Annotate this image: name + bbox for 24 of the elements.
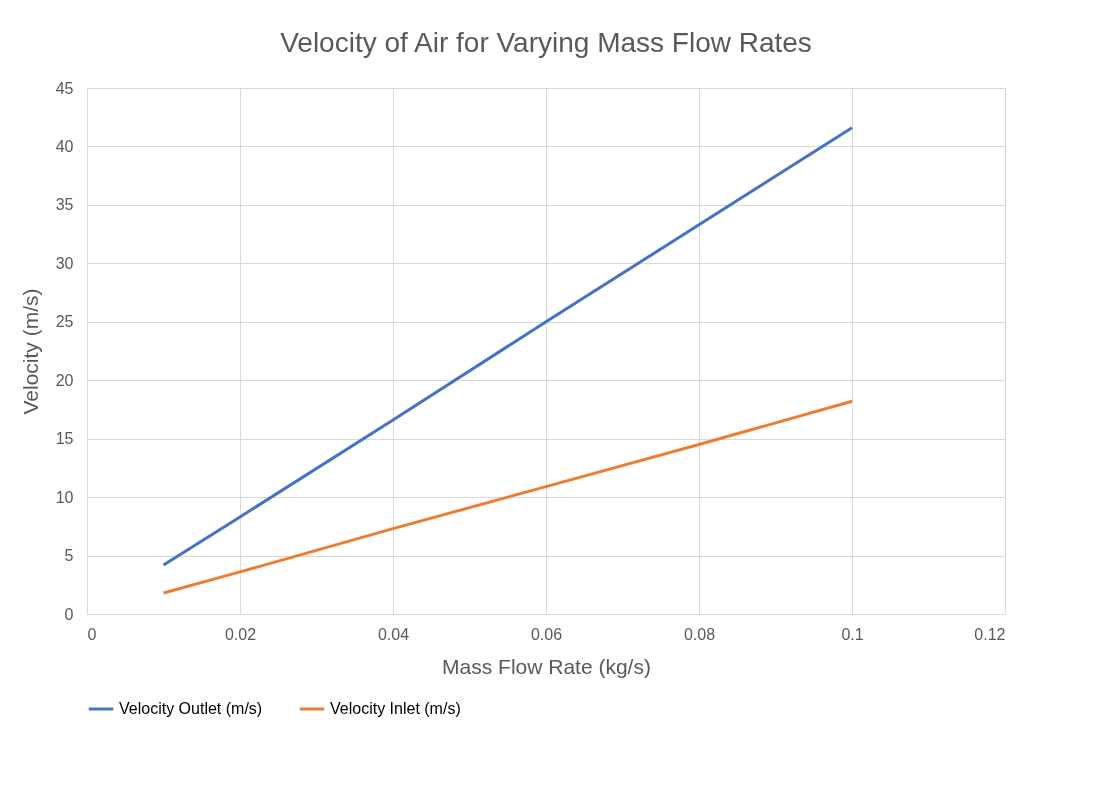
x-axis-title: Mass Flow Rate (kg/s) [442, 654, 651, 678]
x-tick-label: 0.02 [224, 625, 257, 643]
x-tick-label: 0.06 [530, 625, 563, 643]
y-tick-label: 40 [55, 137, 74, 155]
y-tick-label: 15 [55, 430, 74, 448]
y-tick-label: 10 [55, 488, 74, 506]
y-tick-label: 25 [55, 313, 74, 331]
y-tick-label: 5 [64, 547, 74, 565]
x-tick-label: 0 [87, 625, 97, 643]
y-tick-label: 0 [64, 605, 74, 623]
y-tick-label: 20 [55, 371, 74, 389]
line-series [162, 126, 854, 567]
x-tick-label: 0.08 [683, 625, 716, 643]
y-tick-label: 30 [55, 254, 74, 272]
x-tick-label: 0.04 [377, 625, 410, 643]
x-tick-label: 0.12 [974, 625, 1006, 643]
chart-title: Velocity of Air for Varying Mass Flow Rates [280, 27, 812, 58]
legend-label: Velocity Inlet (m/s) [330, 700, 461, 717]
x-tick-label: 0.1 [841, 625, 864, 643]
y-axis-title: Velocity (m/s) [18, 288, 42, 415]
y-tick-label: 45 [55, 79, 74, 97]
line-series [162, 399, 854, 595]
legend-label: Velocity Outlet (m/s) [119, 700, 263, 717]
y-tick-label: 35 [55, 196, 74, 214]
